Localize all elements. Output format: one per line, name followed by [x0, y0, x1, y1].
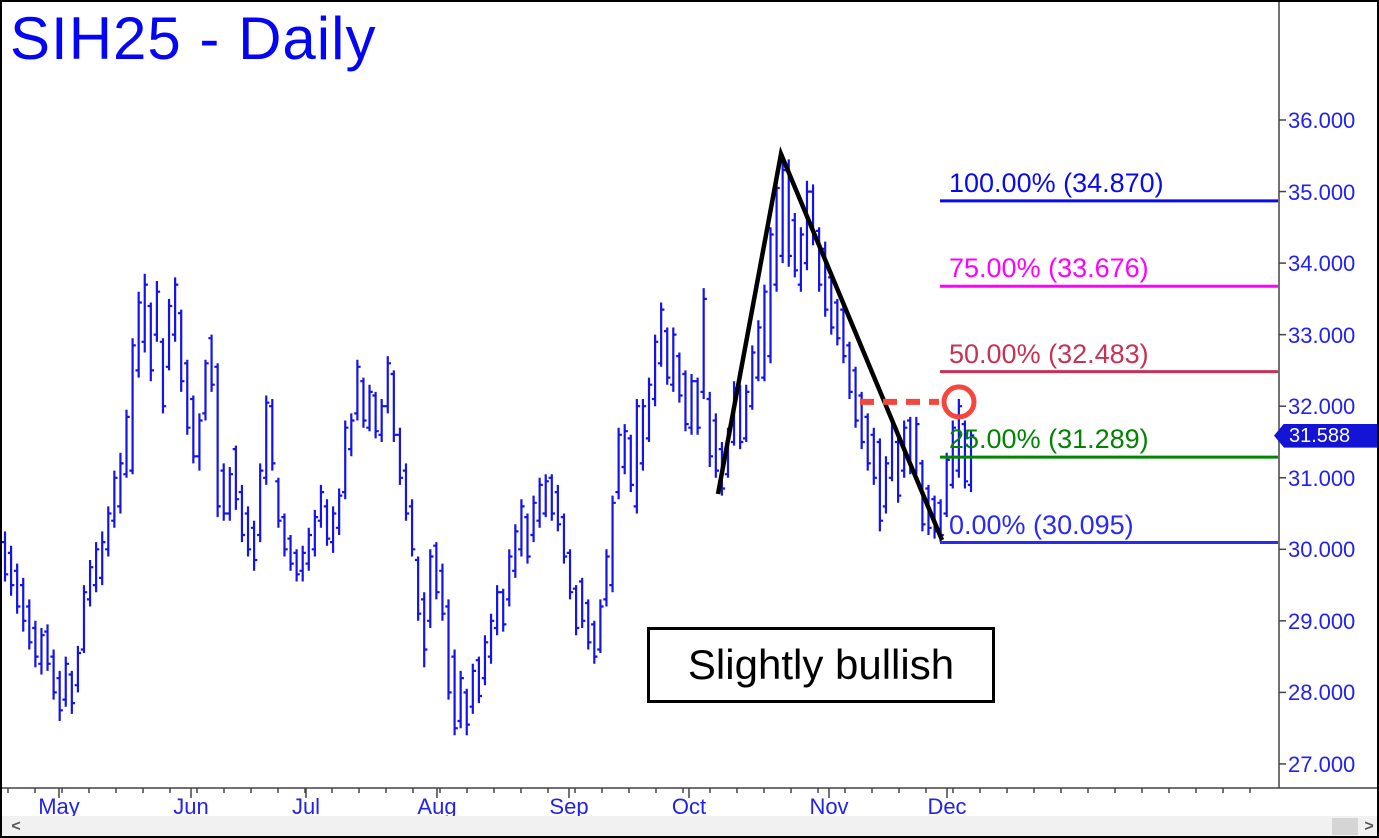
- fib-label-25[interactable]: 25.00% (31.289): [949, 424, 1149, 455]
- price-scale-label: 36.000: [1288, 108, 1356, 133]
- chart-title: SIH25 - Daily: [10, 5, 377, 72]
- fib-label-100[interactable]: 100.00% (34.870): [949, 167, 1164, 198]
- abc-impulse-trendline[interactable]: [715, 146, 945, 541]
- time-scale-label: Dec: [927, 794, 967, 819]
- horizontal-scrollbar[interactable]: < >: [2, 816, 1377, 836]
- scroll-left-button[interactable]: <: [11, 817, 21, 835]
- price-chart-canvas[interactable]: [2, 2, 1379, 814]
- fibonacci-retracement-lines[interactable]: [940, 199, 1278, 545]
- ohlc-bars: [2, 154, 975, 736]
- last-price-badge: 31.588: [1274, 423, 1377, 448]
- time-scale-label: Sep: [549, 794, 589, 819]
- price-scale-label: 33.000: [1288, 322, 1356, 348]
- time-scale-label: May: [38, 794, 80, 819]
- time-scale-label: Aug: [417, 794, 457, 819]
- fib-label-0[interactable]: 0.00% (30.095): [949, 509, 1134, 540]
- price-scale-label: 34.000: [1288, 251, 1356, 277]
- fib-label-75[interactable]: 75.00% (33.676): [949, 253, 1149, 284]
- price-scale-label: 27.000: [1288, 751, 1356, 777]
- price-scale-label: 35.000: [1288, 179, 1356, 205]
- time-scale-label: Nov: [809, 794, 849, 819]
- axes: [2, 2, 1377, 798]
- scrollbar-thumb[interactable]: [1332, 818, 1358, 835]
- annotation-note-box[interactable]: Slightly bullish: [647, 627, 995, 703]
- price-scale-label: 29.000: [1288, 608, 1356, 634]
- price-scale-label: 32.000: [1288, 394, 1356, 420]
- time-scale-label: Jun: [173, 794, 209, 819]
- price-scale-label: 30.000: [1288, 537, 1356, 563]
- entry-target-circle[interactable]: [941, 384, 977, 420]
- fib-label-50[interactable]: 50.00% (32.483): [949, 338, 1149, 369]
- time-scale-label: Oct: [671, 794, 707, 819]
- price-scale-label: 28.000: [1288, 680, 1356, 706]
- price-scale-label: 31.000: [1288, 465, 1356, 491]
- scroll-right-button[interactable]: >: [1364, 817, 1374, 835]
- time-scale-label: Jul: [291, 794, 321, 819]
- entry-signal-group[interactable]: [860, 384, 977, 420]
